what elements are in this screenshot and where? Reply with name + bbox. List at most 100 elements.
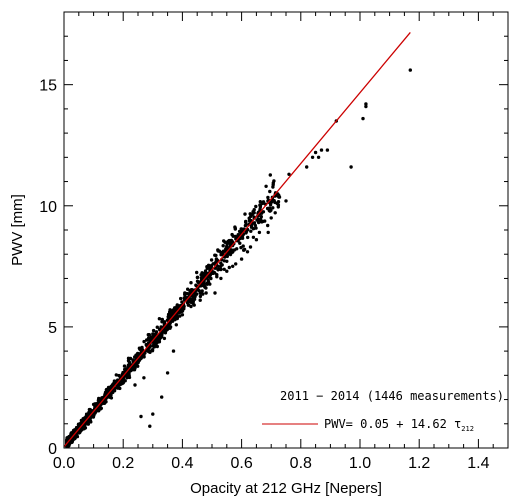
data-point (97, 398, 101, 402)
data-point (157, 317, 162, 321)
data-point (127, 371, 131, 375)
data-point (203, 269, 208, 273)
data-point (200, 289, 204, 293)
data-point (197, 289, 201, 293)
data-point (269, 216, 273, 220)
data-point (103, 400, 108, 404)
y-tick-label: 15 (39, 78, 57, 95)
data-point (174, 323, 178, 327)
data-point (235, 247, 239, 251)
data-point (231, 249, 235, 253)
data-point (195, 270, 199, 275)
data-point (116, 386, 120, 390)
data-point (206, 280, 211, 284)
data-point (173, 306, 177, 310)
data-point (268, 173, 272, 177)
data-point (316, 155, 321, 159)
data-point (264, 184, 268, 188)
data-point (261, 201, 265, 206)
data-point (222, 239, 226, 243)
data-point (148, 424, 152, 428)
data-point (258, 203, 262, 207)
data-point (224, 247, 228, 251)
data-point (134, 363, 138, 367)
data-point (313, 150, 318, 155)
data-point (251, 227, 256, 231)
data-point (244, 220, 248, 224)
data-point (267, 206, 272, 210)
data-point (249, 229, 253, 233)
data-point (227, 238, 231, 243)
data-point (257, 230, 262, 235)
data-point (349, 165, 353, 169)
data-point (209, 258, 214, 262)
data-point (160, 317, 164, 322)
data-point (169, 319, 174, 323)
y-tick-label: 0 (48, 441, 57, 458)
y-tick-label: 5 (48, 320, 57, 337)
x-tick-labels: 0.0 0.2 0.4 0.6 0.8 1.0 1.2 1.4 (53, 455, 490, 472)
data-point (213, 291, 217, 295)
data-point (287, 172, 291, 176)
data-point (154, 332, 158, 336)
data-point (268, 189, 272, 194)
data-point (171, 349, 176, 353)
data-point (174, 315, 179, 319)
data-point (194, 283, 198, 287)
data-point (160, 395, 164, 399)
plot-frame (63, 11, 509, 449)
data-point (180, 313, 185, 317)
data-point (86, 422, 91, 426)
data-point (276, 192, 280, 196)
data-point (259, 215, 263, 219)
data-point (76, 422, 81, 427)
x-tick-label: 0.6 (230, 455, 252, 472)
data-point (162, 336, 167, 341)
data-point (151, 412, 155, 416)
data-point (277, 195, 281, 199)
data-point (146, 333, 150, 337)
data-point (364, 104, 368, 109)
data-point (254, 204, 258, 209)
data-point (199, 276, 204, 280)
data-point (271, 206, 275, 210)
data-point (177, 310, 182, 315)
x-tick-label: 1.0 (349, 455, 371, 472)
data-point (408, 68, 412, 72)
data-point (204, 291, 208, 295)
data-point (364, 102, 368, 106)
data-point (219, 276, 223, 281)
data-point (243, 223, 248, 228)
data-point (154, 342, 158, 346)
data-point (144, 343, 149, 347)
x-tick-label: 0.0 (53, 455, 75, 472)
data-point (152, 344, 157, 349)
data-point (216, 268, 220, 272)
data-point (213, 253, 217, 257)
legend-caption: 2011 − 2014 (1446 measurements) (280, 389, 504, 403)
data-point (192, 303, 196, 307)
data-point (185, 291, 189, 296)
data-point (89, 420, 93, 424)
data-point (273, 211, 277, 215)
data-point (248, 245, 253, 249)
y-axis-label: PWV [mm] (9, 194, 26, 266)
data-point (215, 273, 219, 277)
x-axis-label: Opacity at 212 GHz [Nepers] (190, 480, 382, 497)
data-point (234, 262, 238, 266)
data-point (157, 327, 162, 331)
data-point (97, 407, 102, 411)
data-point (202, 284, 207, 288)
data-point (238, 241, 242, 245)
data-point (138, 347, 142, 351)
data-point (246, 235, 250, 240)
x-tick-label: 0.2 (112, 455, 134, 472)
data-point (165, 371, 170, 375)
legend: 2011 − 2014 (1446 measurements) PWV= 0.0… (262, 389, 504, 433)
data-point (237, 229, 242, 234)
data-point (218, 264, 223, 269)
data-point (126, 356, 131, 360)
data-point (121, 381, 126, 385)
data-point (228, 250, 232, 254)
data-point (230, 232, 234, 237)
